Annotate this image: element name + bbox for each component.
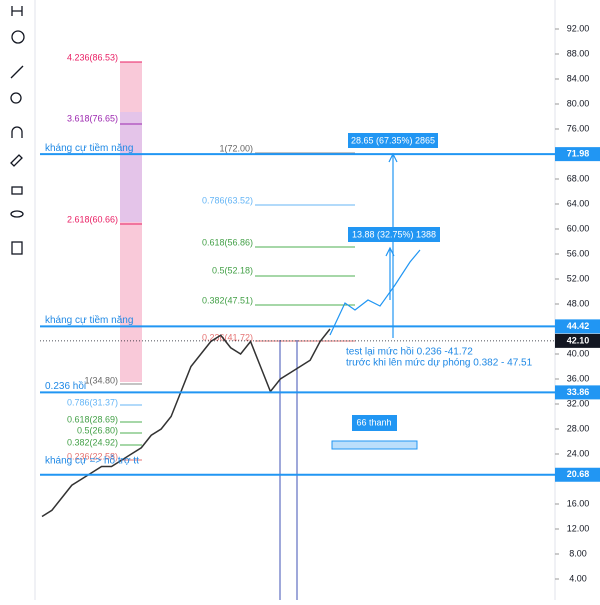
level-label-box — [555, 319, 600, 334]
fib-label: 0.618(28.69) — [67, 414, 118, 424]
y-tick-label: 16.00 — [567, 498, 590, 508]
level-label: 71.98 — [567, 149, 590, 159]
fib-label: 0.236(22.58) — [67, 451, 118, 461]
y-tick-label: 24.00 — [567, 448, 590, 458]
projection — [329, 152, 421, 338]
level-text: kháng cự tiềm năng — [45, 142, 133, 154]
y-tick-label: 8.00 — [569, 548, 587, 558]
y-tick-label: 40.00 — [567, 348, 590, 358]
fib-label: 3.618(76.65) — [67, 113, 118, 123]
level-label-box — [555, 385, 600, 400]
level-text: kháng cự => hỗ trợ tt — [45, 453, 139, 466]
level-label-box — [555, 147, 600, 162]
fib-band — [120, 62, 142, 112]
toolbar-icons[interactable] — [10, 6, 25, 255]
y-tick-label: 68.00 — [567, 173, 590, 183]
y-tick-label: 80.00 — [567, 98, 590, 108]
y-tick-label: 84.00 — [567, 73, 590, 83]
y-tick-label: 56.00 — [567, 248, 590, 258]
annotation: test lại mức hồi 0.236 -41.72 — [346, 346, 473, 358]
fib-label: 0.5(52.18) — [212, 265, 253, 275]
fib-band — [120, 112, 142, 222]
fib-label: 0.382(47.51) — [202, 295, 253, 305]
fib-label: 0.5(26.80) — [77, 425, 118, 435]
fib-label: 1(72.00) — [219, 143, 253, 153]
fib-label: 0.382(24.92) — [67, 437, 118, 447]
level-text: 0.236 hồi — [45, 380, 86, 392]
level-text: kháng cự tiềm năng — [45, 314, 133, 326]
y-tick-label: 76.00 — [567, 123, 590, 133]
range-box — [331, 440, 418, 450]
level-label: 33.86 — [567, 387, 590, 397]
level-label: 44.42 — [567, 321, 590, 331]
annotation-box — [348, 227, 440, 242]
annotation: 66 thanh — [356, 417, 391, 427]
fib-label: 0.786(31.37) — [67, 397, 118, 407]
annotation-box — [352, 415, 397, 431]
y-tick-label: 32.00 — [567, 398, 590, 408]
fib-label: 1(34.80) — [84, 375, 118, 385]
level-label-box — [555, 333, 600, 348]
y-tick-label: 60.00 — [567, 223, 590, 233]
fib-label: 2.618(60.66) — [67, 214, 118, 224]
annotation: trước khi lên mức dự phóng 0.382 - 47.51 — [346, 358, 533, 369]
annotation: 13.88 (32.75%) 1388 — [352, 229, 436, 239]
level-label-box — [555, 467, 600, 482]
level-label: 42.10 — [567, 335, 590, 345]
y-tick-label: 92.00 — [567, 23, 590, 33]
y-tick-label: 52.00 — [567, 273, 590, 283]
y-tick-label: 12.00 — [567, 523, 590, 533]
level-label: 20.68 — [567, 469, 590, 479]
fib-label: 0.618(56.86) — [202, 237, 253, 247]
fib-label: 4.236(86.53) — [67, 52, 118, 62]
toolbar — [0, 0, 35, 600]
y-tick-label: 28.00 — [567, 423, 590, 433]
fib-label: 0.236(41.72) — [202, 332, 253, 342]
y-tick-label: 88.00 — [567, 48, 590, 58]
fib-band — [120, 222, 142, 382]
fib-lines — [120, 61, 355, 461]
y-tick-label: 36.00 — [567, 373, 590, 383]
annotation: 28.65 (67.35%) 2865 — [351, 135, 435, 145]
annotation-box — [348, 133, 438, 148]
y-tick-label: 4.00 — [569, 573, 587, 583]
y-tick-label: 64.00 — [567, 198, 590, 208]
y-tick-label: 48.00 — [567, 298, 590, 308]
fib-label: 0.786(63.52) — [202, 195, 253, 205]
